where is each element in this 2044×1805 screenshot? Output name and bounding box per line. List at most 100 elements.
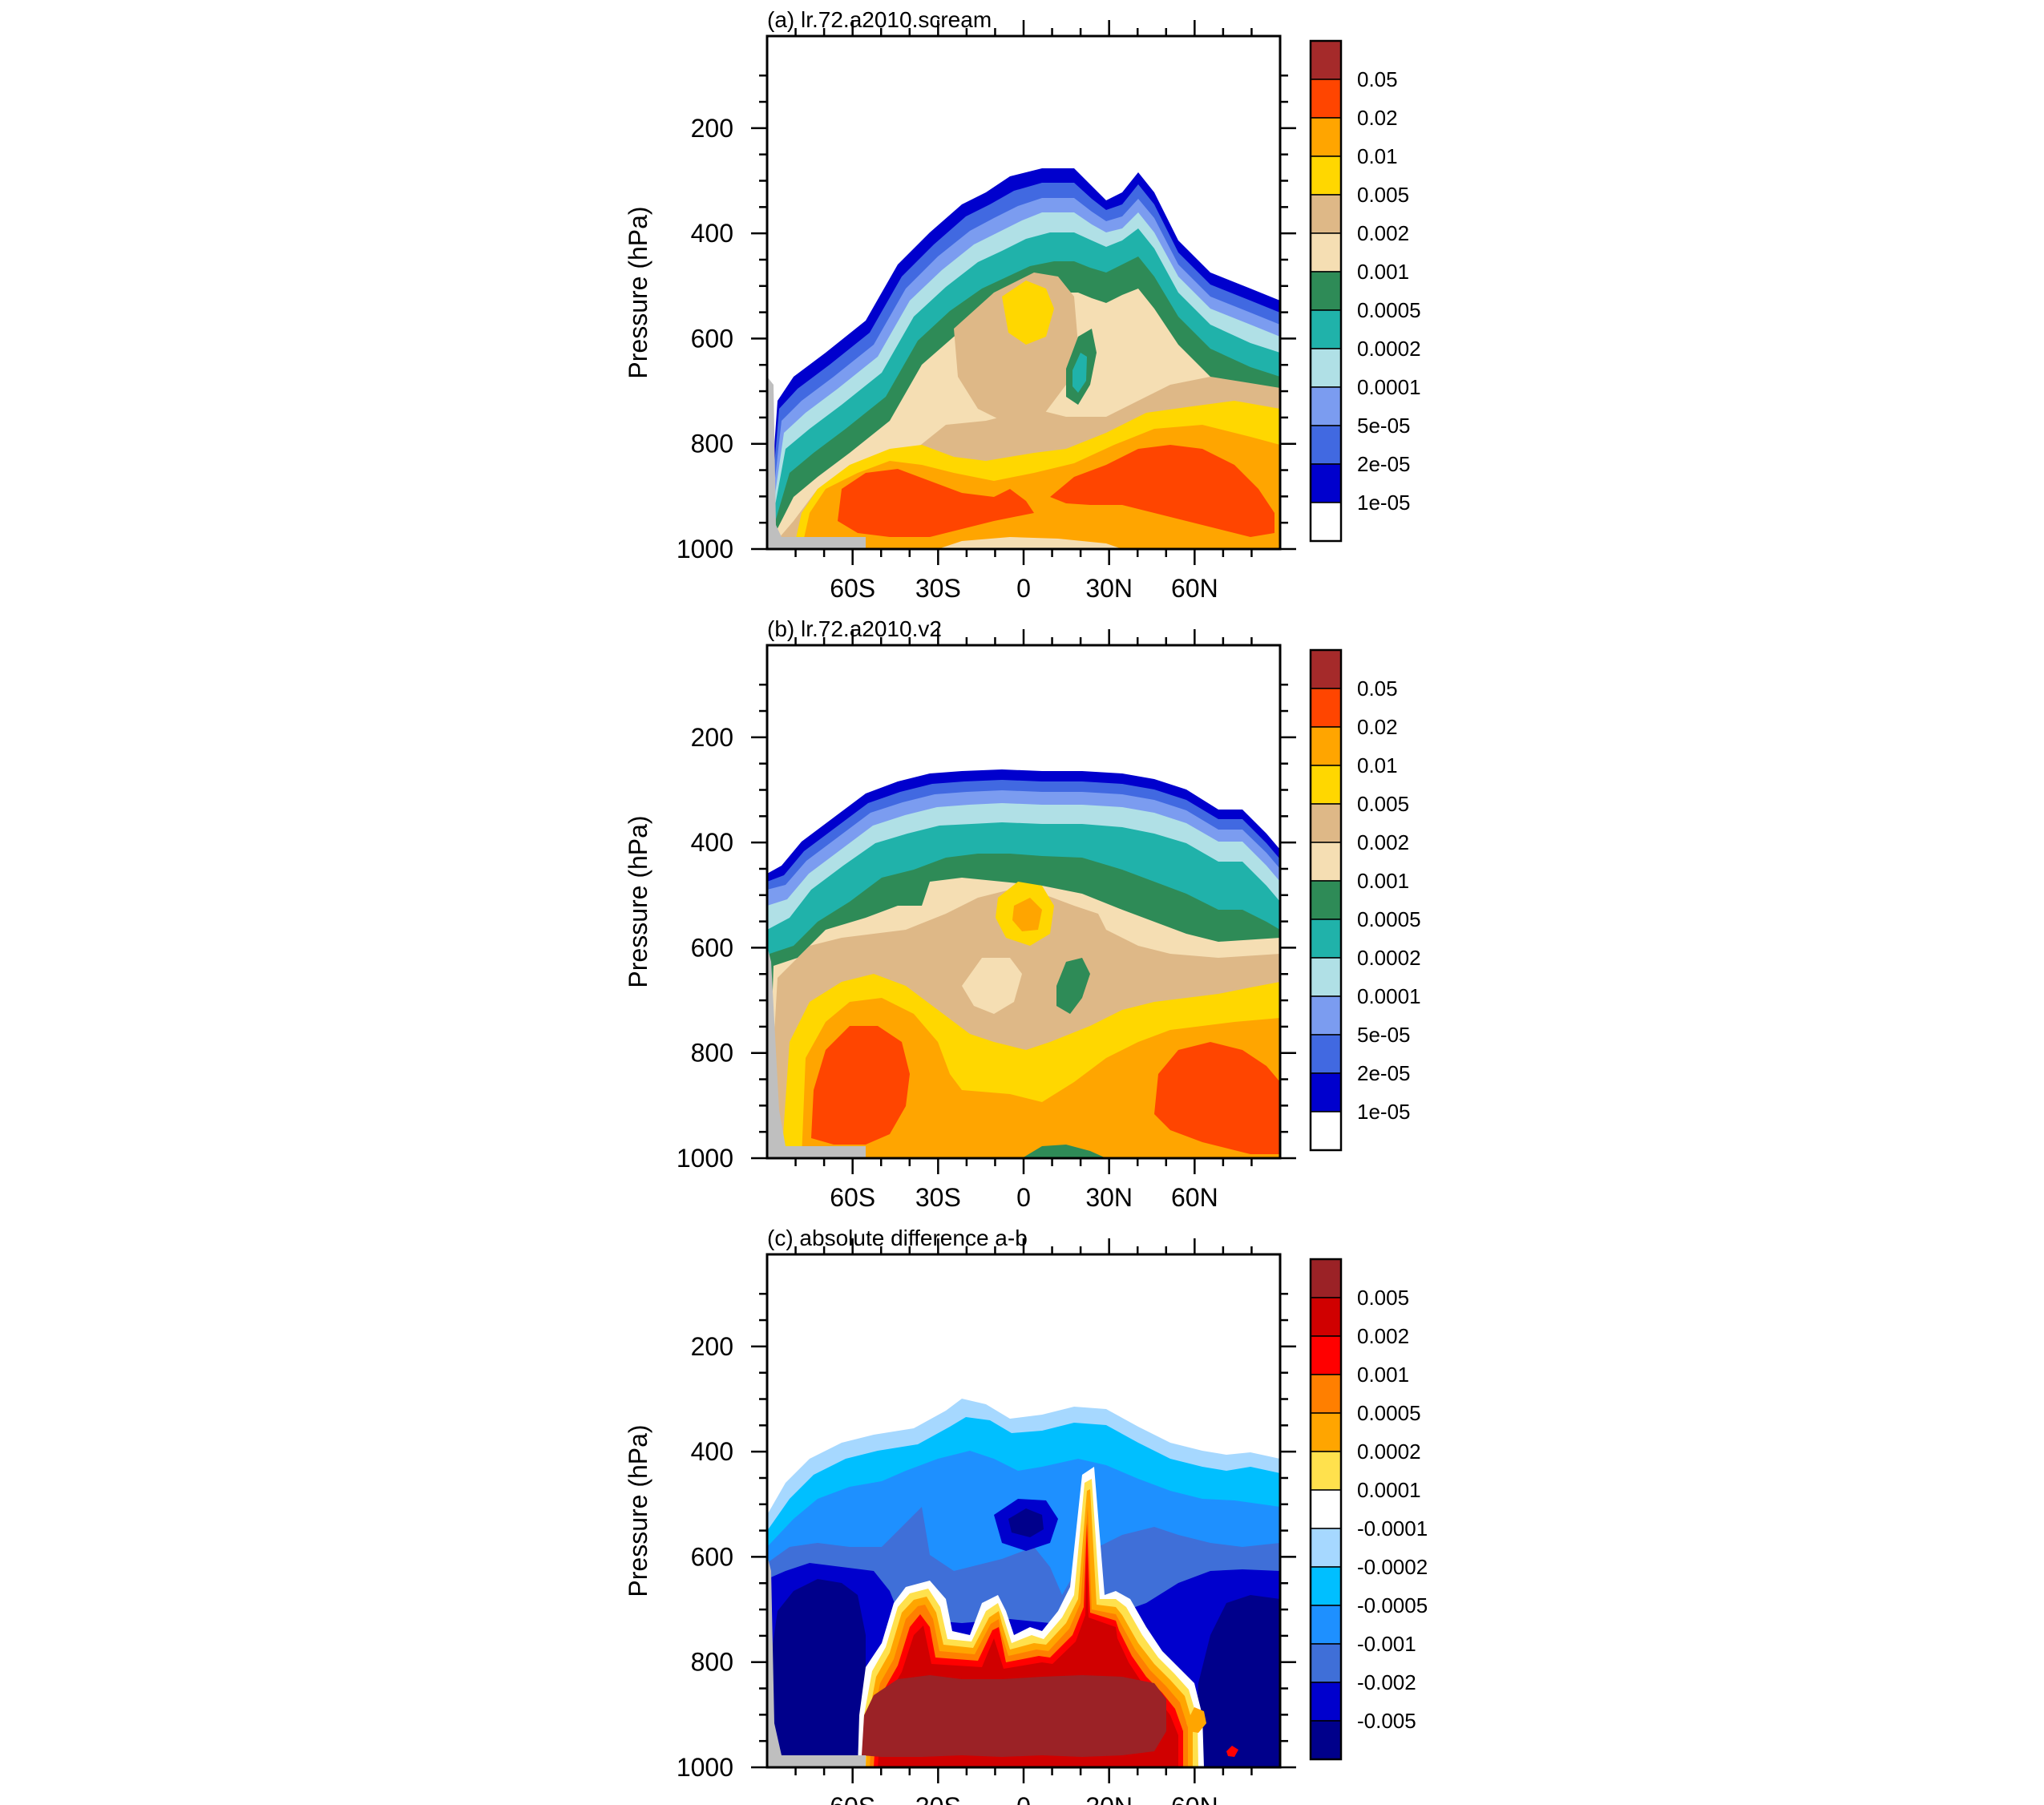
panel-b-band-0.02-south bbox=[811, 1026, 910, 1145]
panel-a-colorbar-label: 0.001 bbox=[1357, 260, 1409, 284]
panel-c-x-tick-label: 0 bbox=[1016, 1792, 1031, 1805]
panel-b-y-tick-label: 800 bbox=[691, 1039, 733, 1068]
panel-a-field bbox=[767, 36, 1280, 549]
panel-c-colorbar-swatch bbox=[1310, 1682, 1342, 1722]
panel-c-colorbar: 0.005 0.002 0.001 0.0005 0.0002 0.0001 -0.0001… bbox=[1309, 1258, 1428, 1761]
panel-b-colorbar-label: 0.05 bbox=[1357, 676, 1398, 701]
panel-c-y-axis: 200 400 600 800 1000 bbox=[677, 1292, 1296, 1782]
panel-b-colorbar-label: 2e-05 bbox=[1357, 1061, 1411, 1085]
panel-a-colorbar-label: 1e-05 bbox=[1357, 491, 1411, 515]
panel-a-band-0.001-near-surface bbox=[938, 537, 1122, 549]
panel-c-x-tick-label: 60S bbox=[830, 1792, 875, 1805]
panel-c-colorbar-swatch bbox=[1310, 1412, 1342, 1452]
panel-a-x-tick-label: 30S bbox=[915, 574, 961, 603]
panel-c-band-pos-0.0002-east bbox=[1186, 1707, 1206, 1733]
panel-b-colorbar-label: 0.0001 bbox=[1357, 984, 1421, 1008]
panel-b-colorbar-label: 5e-05 bbox=[1357, 1023, 1411, 1047]
panel-c-y-tick-label: 1000 bbox=[677, 1753, 733, 1782]
panel-a-x-tick-label: 0 bbox=[1016, 574, 1031, 603]
panel-c-colorbar-swatch bbox=[1310, 1335, 1342, 1375]
panel-c-y-tick-label: 200 bbox=[691, 1332, 733, 1361]
panel-a-ylabel: Pressure (hPa) bbox=[624, 206, 652, 378]
panel-c-missing-terrain bbox=[767, 1555, 866, 1767]
panel-a-colorbar: 0.05 0.02 0.01 0.005 0.002 0.001 0.0005 0.0002 0… bbox=[1309, 39, 1421, 543]
panel-c-colorbar-swatch bbox=[1310, 1720, 1342, 1760]
panel-b-colorbar-swatch bbox=[1310, 880, 1342, 920]
panel-c-colorbar-swatch bbox=[1310, 1297, 1342, 1337]
panel-c-band-pos-0.002-east bbox=[1226, 1746, 1238, 1757]
panel-b-band-0.001-patch bbox=[962, 958, 1022, 1014]
panel-c-field bbox=[767, 1254, 1280, 1767]
panel-a-colorbar-label: 0.02 bbox=[1357, 106, 1398, 130]
panel-a-x-tick-label: 30N bbox=[1085, 574, 1133, 603]
panel-a-y-tick-label: 800 bbox=[691, 430, 733, 458]
panel-c-ylabel: Pressure (hPa) bbox=[624, 1424, 652, 1597]
panel-c-x-tick-label: 30N bbox=[1085, 1792, 1133, 1805]
panel-c-colorbar-swatch bbox=[1310, 1528, 1342, 1568]
panel-a-colorbar-swatch bbox=[1310, 194, 1342, 234]
panel-c-colorbar-label: -0.001 bbox=[1357, 1632, 1416, 1656]
panel-a-colorbar-swatch bbox=[1310, 309, 1342, 349]
panel-b-colorbar-swatch bbox=[1310, 842, 1342, 882]
panel-c-colorbar-swatch bbox=[1310, 1605, 1342, 1645]
panel-b-colorbar-swatch bbox=[1310, 726, 1342, 766]
panel-a-colorbar-label: 0.05 bbox=[1357, 67, 1398, 91]
panel-a-colorbar-label: 0.0002 bbox=[1357, 337, 1421, 361]
panel-b: (b) lr.72.a2010.v2 200 400 600 800 1000 60S 3… bbox=[624, 616, 1421, 1212]
panel-b-x-tick-label: 0 bbox=[1016, 1183, 1031, 1212]
panel-b-ylabel: Pressure (hPa) bbox=[624, 815, 652, 987]
panel-a-band-0.0002-blob bbox=[1072, 353, 1087, 393]
panel-c-colorbar-label: 0.002 bbox=[1357, 1324, 1409, 1348]
panel-b-colorbar-label: 0.002 bbox=[1357, 830, 1409, 854]
panel-a-colorbar-swatch bbox=[1310, 117, 1342, 157]
panel-c-band-neg-0.005-upper-core bbox=[1008, 1508, 1044, 1537]
panel-b-y-tick-label: 400 bbox=[691, 828, 733, 857]
panel-a-colorbar-label: 0.002 bbox=[1357, 221, 1409, 245]
panel-c-band-neg-0.005 bbox=[770, 1579, 870, 1767]
panel-b-y-tick-label: 600 bbox=[691, 933, 733, 962]
panel-b-band-0.01-upper bbox=[1012, 898, 1042, 931]
panel-a: (a) lr.72.a2010.scream 2004006008001000 … bbox=[624, 7, 1421, 603]
panel-b-colorbar-label: 0.0002 bbox=[1357, 946, 1421, 970]
panel-b-band-0.0005-near-surface bbox=[1022, 1145, 1106, 1158]
panel-a-title: (a) lr.72.a2010.scream bbox=[767, 7, 992, 32]
panel-b-colorbar-swatch bbox=[1310, 1111, 1342, 1151]
panel-c-x-axis: 60S 30S 0 30N 60N bbox=[794, 1238, 1253, 1805]
panel-b-field bbox=[767, 645, 1280, 1158]
panel-c-colorbar-label: -0.002 bbox=[1357, 1670, 1416, 1694]
panel-b-colorbar-swatch bbox=[1310, 1034, 1342, 1074]
panel-a-colorbar-swatch bbox=[1310, 425, 1342, 465]
panel-b-colorbar-label: 0.02 bbox=[1357, 715, 1398, 739]
panel-b-colorbar-swatch bbox=[1310, 1072, 1342, 1112]
panel-b-colorbar-swatch bbox=[1310, 688, 1342, 728]
panel-a-colorbar-label: 0.01 bbox=[1357, 144, 1398, 168]
panel-a-missing-terrain bbox=[767, 377, 866, 549]
panel-c-colorbar-label: 0.0005 bbox=[1357, 1401, 1421, 1425]
panel-b-colorbar-label: 0.0005 bbox=[1357, 907, 1421, 931]
panel-a-band-0.02-north bbox=[1050, 445, 1274, 537]
panel-c-band-neg-0.005-east bbox=[1194, 1595, 1280, 1767]
panel-a-colorbar-label: 0.0001 bbox=[1357, 375, 1421, 399]
panel-b-x-tick-label: 30N bbox=[1085, 1183, 1133, 1212]
panel-b-title: (b) lr.72.a2010.v2 bbox=[767, 616, 942, 641]
panel-c-colorbar-label: 0.001 bbox=[1357, 1363, 1409, 1387]
panel-b-y-tick-label: 200 bbox=[691, 723, 733, 752]
panel-b-band-0.02-north bbox=[1154, 1042, 1280, 1154]
panel-c-colorbar-label: 0.0002 bbox=[1357, 1440, 1421, 1464]
panel-c-colorbar-label: -0.0002 bbox=[1357, 1555, 1428, 1579]
panel-c-x-tick-label: 30S bbox=[915, 1792, 961, 1805]
panel-b-band-0.0005-blob bbox=[1056, 958, 1090, 1014]
panel-c: (c) absolute difference a-b 200 400 600 800… bbox=[624, 1226, 1428, 1805]
panel-b-colorbar-swatch bbox=[1310, 649, 1342, 689]
panel-c-colorbar-frame bbox=[1309, 1258, 1343, 1761]
panel-b-x-tick-label: 60N bbox=[1171, 1183, 1218, 1212]
panel-c-colorbar-swatch bbox=[1310, 1489, 1342, 1529]
panel-c-colorbar-swatch bbox=[1310, 1643, 1342, 1683]
panel-c-y-tick-label: 800 bbox=[691, 1648, 733, 1677]
panel-a-y-tick-label: 600 bbox=[691, 324, 733, 353]
panel-b-colorbar-label: 1e-05 bbox=[1357, 1100, 1411, 1124]
panel-a-colorbar-swatch bbox=[1310, 386, 1342, 426]
panel-c-band-above-0.005 bbox=[862, 1675, 1166, 1757]
panel-a-colorbar-swatch bbox=[1310, 463, 1342, 503]
